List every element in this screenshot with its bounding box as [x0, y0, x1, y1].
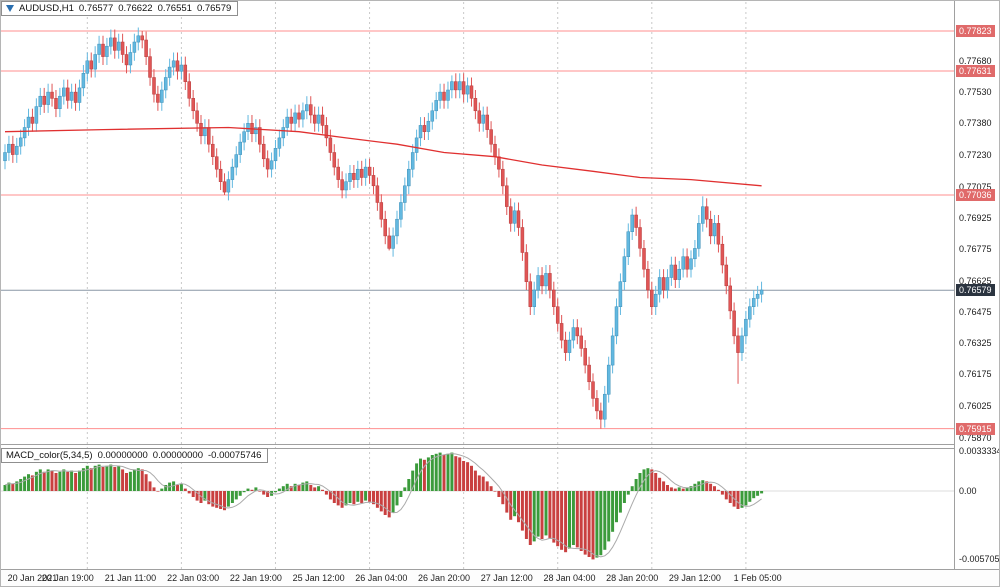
price-axis-label: -0.005705 [959, 554, 1000, 565]
candlestick-series [3, 27, 764, 429]
ohlc-low: 0.76551 [157, 3, 192, 14]
moving-average-line [4, 126, 762, 187]
price-level-badge: 0.75915 [956, 422, 995, 435]
ohlc-open: 0.76577 [78, 3, 114, 14]
indicator-title-box: MACD_color(5,34,5) 0.00000000 0.00000000… [1, 448, 269, 463]
price-axis-label: 0.77680 [959, 55, 992, 66]
price-level-badge: 0.77036 [956, 189, 995, 201]
ohlc-high: 0.76622 [118, 3, 153, 14]
price-axis-label: 0.76925 [959, 213, 992, 224]
price-axis-label: 0.00 [959, 486, 977, 496]
time-axis-label: 21 Jan 11:00 [104, 573, 157, 583]
price-axis-label: 0.76175 [959, 369, 992, 380]
time-axis-label: 20 Jan 19:00 [41, 573, 94, 583]
macd-histogram [3, 452, 764, 560]
chart-symbol-timeframe: AUDUSD,H1 [19, 3, 74, 14]
indicator-value-3: -0.00075746 [208, 450, 262, 461]
indicator-value-1: 0.00000000 [97, 450, 148, 461]
price-axis-label: 0.0033334 [959, 445, 1000, 456]
price-axis-label: 0.76475 [959, 306, 992, 317]
indicator-value-2: 0.00000000 [152, 450, 203, 461]
price-axis-label: 0.76775 [959, 244, 992, 255]
time-axis-label: 28 Jan 04:00 [543, 573, 596, 583]
price-axis: 0.77680 0.77530 0.77380 0.77230 0.77075 0.769… [955, 1, 1000, 586]
price-axis-label: 0.76025 [959, 400, 992, 411]
price-level-badge: 0.77823 [956, 25, 995, 37]
time-axis-label: 27 Jan 12:00 [480, 573, 533, 583]
price-axis-label: 0.77075 [959, 181, 992, 192]
price-axis-label: 0.77230 [959, 149, 992, 160]
current-price-badge: 0.76579 [956, 284, 995, 297]
time-axis-label: 20 Jan 2021 [7, 573, 58, 583]
time-axis-label: 1 Feb 05:00 [733, 573, 782, 583]
symbol-marker-icon [6, 5, 14, 12]
price-axis-label: 0.77380 [959, 118, 992, 129]
macd-signal-line [4, 453, 762, 558]
time-axis-label: 25 Jan 12:00 [292, 573, 345, 583]
time-axis-label: 26 Jan 20:00 [418, 573, 471, 583]
price-axis-label: 0.76625 [959, 275, 992, 286]
horizontal-level-lines[interactable] [1, 30, 954, 430]
ohlc-close: 0.76579 [196, 3, 232, 14]
price-axis-label: 0.76325 [959, 338, 992, 349]
time-axis-label: 29 Jan 12:00 [668, 573, 721, 583]
indicator-name: MACD_color(5,34,5) [6, 450, 93, 461]
price-axis-label: 0.75870 [959, 433, 992, 443]
time-axis-label: 26 Jan 04:00 [355, 573, 408, 583]
time-axis-label: 28 Jan 20:00 [606, 573, 659, 583]
pane-borders [1, 1, 999, 570]
price-level-badge: 0.77631 [956, 65, 995, 77]
chart-title-box: AUDUSD,H1 0.76577 0.76622 0.76551 0.7657… [1, 1, 239, 16]
time-axis-label: 22 Jan 03:00 [167, 573, 220, 583]
time-axis: 20 Jan 2021 20 Jan 19:00 21 Jan 11:00 22 Ja… [1, 570, 999, 586]
price-axis-label: 0.77530 [959, 87, 992, 98]
time-axis-label: 22 Jan 19:00 [229, 573, 282, 583]
